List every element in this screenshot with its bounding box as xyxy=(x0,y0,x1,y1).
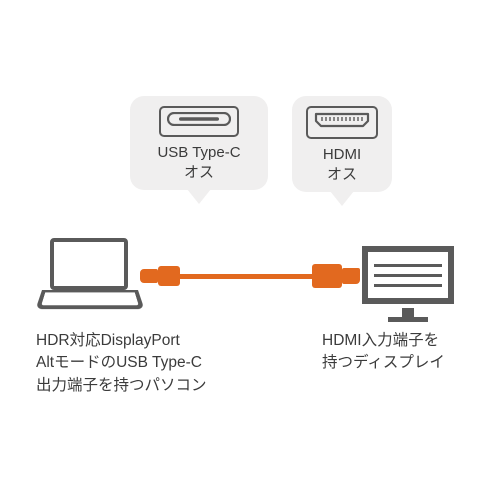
callout-tail xyxy=(330,191,354,206)
caption-left: HDR対応DisplayPort AltモードのUSB Type-C 出力端子を… xyxy=(36,330,207,397)
caption-right: HDMI入力端子を 持つディスプレイ xyxy=(322,330,445,375)
callout-hdmi: HDMI オス xyxy=(292,96,392,192)
callout-usbc-label: USB Type-C オス xyxy=(144,143,254,182)
callout-hdmi-label: HDMI オス xyxy=(306,145,378,184)
laptop-icon xyxy=(42,238,138,314)
text: USB Type-C xyxy=(157,144,240,161)
callout-usbc: USB Type-C オス xyxy=(130,96,268,190)
callout-tail xyxy=(187,189,211,204)
usbc-port-icon xyxy=(159,106,239,137)
hdmi-port-icon xyxy=(306,106,378,139)
cable-icon xyxy=(140,262,360,292)
text: オス xyxy=(327,166,357,183)
text: オス xyxy=(184,164,214,181)
text: HDMI xyxy=(323,146,361,163)
display-icon xyxy=(362,246,454,316)
